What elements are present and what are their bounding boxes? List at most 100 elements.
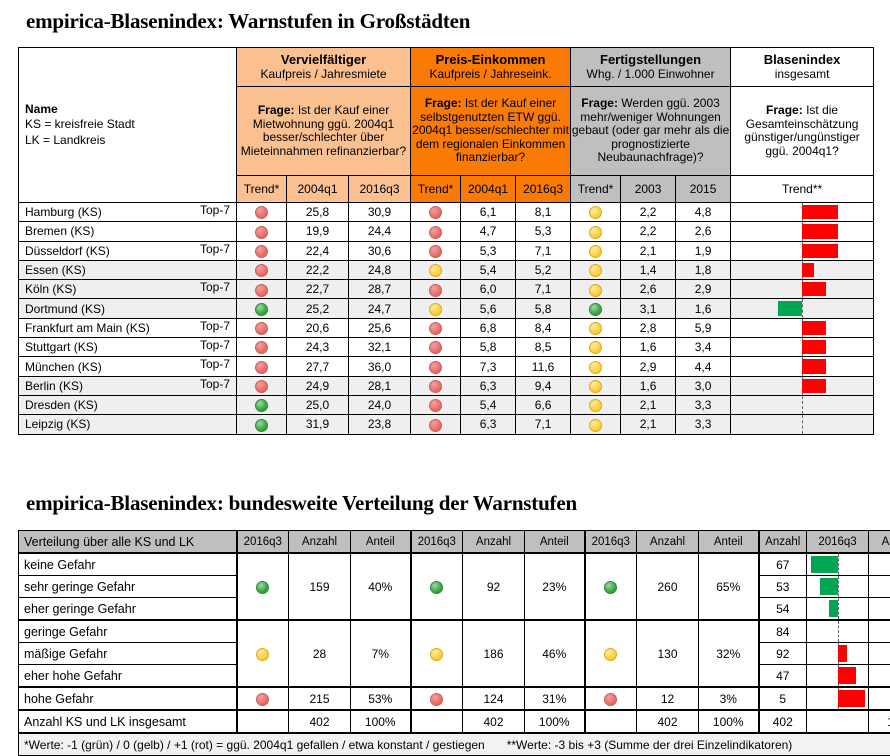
vervielfaeltiger-2004q1: 25,8: [287, 203, 349, 222]
blasenindex-barwrap: [731, 357, 873, 375]
footnote-cell: *Werte: -1 (grün) / 0 (gelb) / +1 (rot) …: [19, 733, 890, 756]
col-header-1-2: 2004q1: [287, 176, 349, 203]
city-label: Dresden (KS): [25, 398, 98, 412]
trend-dot-yellow-icon: [589, 341, 602, 354]
preis-einkommen-trend-cell: [411, 280, 461, 299]
vervielfaeltiger-2004q1: 22,2: [287, 260, 349, 279]
verteilung-col-header-12: Anteil: [869, 531, 890, 554]
verteilung-negative-bar: [820, 578, 838, 595]
index-bar-cell: [807, 643, 869, 665]
city-name-cell: Leipzig (KS): [19, 415, 237, 434]
blasenindex-positive-bar: [802, 340, 826, 354]
blasenindex-barwrap: [731, 415, 873, 433]
preis-einkommen-2016q3: 8,5: [516, 338, 571, 357]
zero-axis-line: [802, 299, 803, 317]
top7-badge: Top-7: [200, 357, 230, 371]
verteilung-label: sehr geringe Gefahr: [19, 576, 237, 598]
vervielfaeltiger-2004q1: 22,4: [287, 241, 349, 260]
verteilung-anzahl-2: 124: [463, 687, 525, 710]
verteilung-total-anzahl-2: 402: [463, 710, 525, 733]
fertigstellungen-trend-cell: [571, 260, 621, 279]
warnstufe-dot-red-icon: [256, 693, 269, 706]
fertigstellungen-trend-cell: [571, 203, 621, 222]
index-anzahl: 5: [759, 687, 807, 710]
trend-dot-red-icon: [255, 206, 268, 219]
blasenindex-bar-cell: [731, 338, 874, 357]
fertigstellungen-2003: 2,9: [621, 357, 676, 376]
blasenindex-bar-cell: [731, 203, 874, 222]
index-total-anzahl: 402: [759, 710, 807, 733]
blasenindex-barwrap: [731, 377, 873, 395]
fertigstellungen-2015: 2,6: [676, 222, 731, 241]
zero-axis-line: [802, 415, 803, 433]
fertigstellungen-2015: 2,9: [676, 280, 731, 299]
fertigstellungen-trend-cell: [571, 415, 621, 434]
trend-dot-red-icon: [429, 284, 442, 297]
vervielfaeltiger-2016q3: 24,0: [349, 395, 411, 414]
index-total-anteil: 100%: [869, 710, 890, 733]
verteilung-anteil-2: 31%: [525, 687, 585, 710]
fertigstellungen-2015: 1,6: [676, 299, 731, 318]
name-header-line3: LK = Landkreis: [25, 133, 230, 149]
preis-einkommen-2016q3: 9,4: [516, 376, 571, 395]
vervielfaeltiger-2016q3: 24,7: [349, 299, 411, 318]
verteilung-barwrap: [807, 598, 868, 619]
col-header-2-2: 2004q1: [461, 176, 516, 203]
blasenindex-positive-bar: [802, 282, 826, 296]
verteilung-negative-bar: [829, 600, 838, 617]
vervielfaeltiger-2016q3: 24,8: [349, 260, 411, 279]
preis-einkommen-2016q3: 8,4: [516, 318, 571, 337]
trend-dot-yellow-icon: [429, 303, 442, 316]
blasenindex-positive-bar: [802, 205, 838, 219]
fertigstellungen-2015: 1,9: [676, 241, 731, 260]
trend-dot-red-icon: [429, 245, 442, 258]
verteilung-col-header-2: Anzahl: [289, 531, 351, 554]
verteilung-col-header-5: Anzahl: [463, 531, 525, 554]
city-name-cell: München (KS)Top-7: [19, 357, 237, 376]
index-anteil: 12%: [869, 665, 890, 688]
trend-dot-yellow-icon: [589, 419, 602, 432]
zero-axis-line: [838, 554, 839, 575]
warnstufe-dot-green-icon: [256, 581, 269, 594]
trend-dot-red-icon: [429, 322, 442, 335]
city-label: Essen (KS): [25, 263, 86, 277]
name-header-line1: Name: [25, 102, 230, 118]
fertigstellungen-trend-cell: [571, 395, 621, 414]
trend-dot-yellow-icon: [589, 226, 602, 239]
index-anteil: 21%: [869, 620, 890, 643]
group-title-2: Preis-Einkommen: [411, 49, 570, 67]
city-name-cell: Köln (KS)Top-7: [19, 280, 237, 299]
preis-einkommen-2004q1: 6,3: [461, 376, 516, 395]
fertigstellungen-trend-cell: [571, 280, 621, 299]
trend-dot-red-icon: [255, 361, 268, 374]
blasenindex-barwrap: [731, 299, 873, 317]
verteilung-dot-cell-2: [411, 620, 463, 687]
preis-einkommen-trend-cell: [411, 222, 461, 241]
blasenindex-barwrap: [731, 319, 873, 337]
trend-dot-red-icon: [255, 226, 268, 239]
index-bar-cell: [807, 576, 869, 598]
group-question-2: Frage: Ist der Kauf einer selbstgenutzte…: [411, 87, 571, 176]
verteilung-dot-cell-3: [585, 553, 637, 620]
